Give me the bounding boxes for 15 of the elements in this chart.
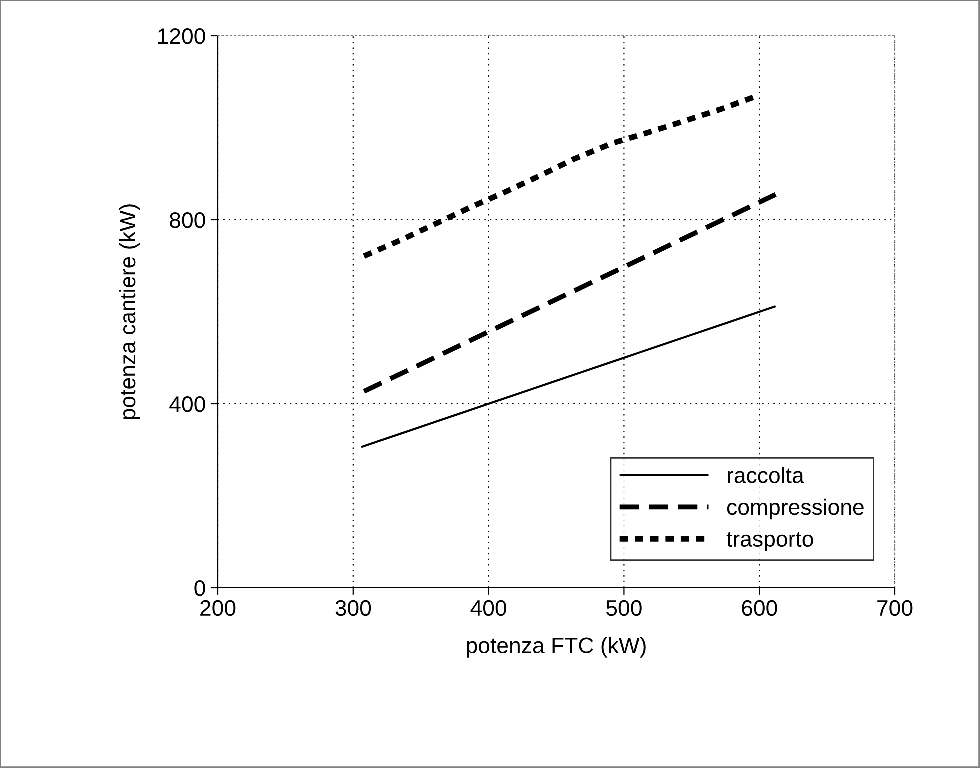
y-axis-title: potenza cantiere (kW) xyxy=(119,204,140,420)
y-tick-label: 1200 xyxy=(158,28,206,44)
y-tick-label: 400 xyxy=(170,396,206,412)
x-tick-label: 300 xyxy=(336,600,372,616)
legend-label: compressione xyxy=(727,498,864,520)
x-tick-label: 600 xyxy=(742,600,778,616)
y-tick-label: 0 xyxy=(194,580,206,596)
legend-label: trasporto xyxy=(726,532,814,552)
x-tick-label: 200 xyxy=(200,600,236,616)
x-tick-label: 700 xyxy=(878,600,913,616)
x-tick-label: 500 xyxy=(606,600,642,616)
y-tick-label: 800 xyxy=(170,212,206,228)
x-tick-label: 400 xyxy=(470,600,506,616)
x-axis-title: potenza FTC (kW) xyxy=(467,637,646,658)
legend-label: raccolta xyxy=(728,467,804,484)
